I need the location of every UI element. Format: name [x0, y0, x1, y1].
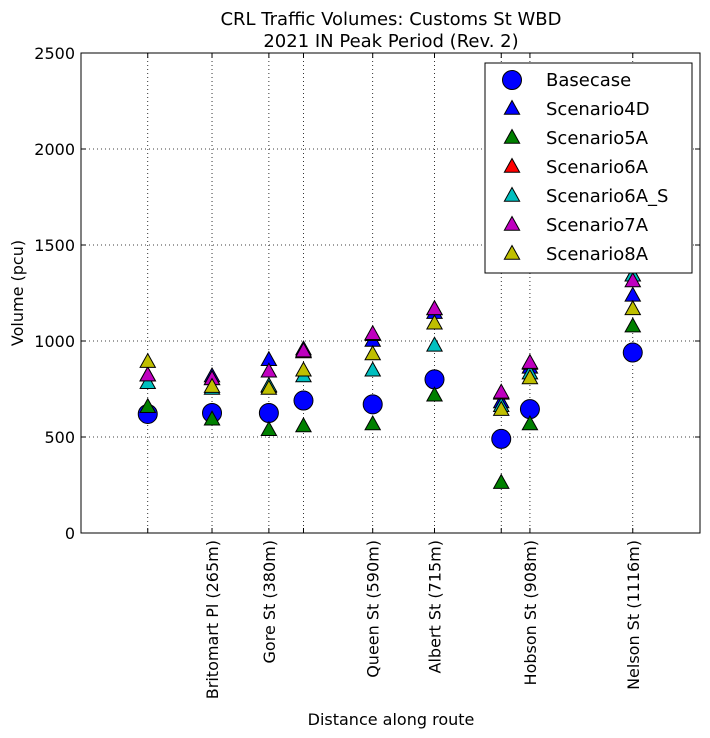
x-tick-label: Britomart Pl (265m): [203, 540, 222, 699]
legend-marker-scenario8a: [503, 244, 521, 260]
point-scenario8a: [203, 377, 221, 393]
y-tick-label: 1500: [34, 236, 75, 255]
point-scenario7a: [364, 324, 382, 341]
point-scenario6a_s: [139, 373, 157, 390]
point-scenario5a: [260, 420, 278, 437]
point-scenario7a: [260, 362, 278, 378]
point-scenario7a: [294, 342, 312, 358]
data-points: [137, 266, 643, 489]
y-axis-ticks: 0 500 1000 1500 2000 2500: [34, 44, 700, 543]
chart-title-line1: CRL Traffic Volumes: Customs St WBD: [220, 9, 561, 30]
point-scenario7a: [139, 366, 157, 382]
x-tick-label: Hobson St (908m): [521, 540, 540, 685]
legend-box: [484, 62, 693, 274]
x-tick-label: Nelson St (1116m): [624, 540, 643, 690]
legend: Basecase Scenario4D Scenario5A Scenario6A Sc…: [484, 62, 693, 274]
y-tick-label: 0: [65, 524, 75, 543]
point-scenario8a: [624, 299, 642, 316]
point-scenario7a: [624, 271, 642, 288]
point-scenario6a_s: [364, 361, 382, 377]
y-axis-label: Volume (pcu): [8, 240, 27, 346]
legend-marker-scenario7a: [503, 215, 521, 231]
x-tick-label: Queen St (590m): [364, 540, 383, 678]
legend-label-scenario4d: Scenario4D: [546, 99, 650, 120]
point-scenario5a: [521, 414, 539, 431]
point-scenario8a: [492, 400, 510, 416]
legend-marker-scenario6a: [503, 157, 521, 173]
y-tick-label: 500: [44, 428, 75, 447]
point-basecase: [622, 342, 643, 363]
point-scenario4d: [624, 286, 642, 302]
x-tick-label: Gore St (380m): [260, 540, 279, 663]
legend-label-scenario5a: Scenario5A: [546, 128, 649, 149]
x-axis-label: Distance along route: [308, 710, 475, 729]
point-scenario5a: [364, 414, 382, 431]
point-basecase: [491, 428, 512, 449]
point-basecase: [258, 403, 279, 423]
legend-marker-scenario5a: [503, 128, 521, 144]
point-scenario8a: [426, 314, 444, 330]
point-basecase: [362, 394, 383, 415]
legend-label-basecase: Basecase: [546, 70, 631, 91]
point-scenario7a: [521, 353, 539, 369]
point-scenario8a: [521, 368, 539, 385]
y-tick-label: 1000: [34, 332, 75, 351]
x-axis-ticks: Britomart Pl (265m) Gore St (380m) Queen S…: [147, 53, 643, 699]
legend-label-scenario8a: Scenario8A: [546, 244, 649, 265]
point-basecase: [293, 390, 314, 411]
point-scenario5a: [492, 473, 510, 489]
point-scenario8a: [260, 379, 278, 395]
plot-area-frame: [80, 52, 701, 534]
point-scenario5a: [294, 416, 312, 433]
legend-label-scenario6a_s: Scenario6A_S: [546, 186, 668, 207]
y-tick-label: 2500: [34, 44, 75, 63]
point-scenario5a: [624, 317, 642, 333]
legend-marker-basecase: [502, 70, 522, 90]
point-scenario5a: [139, 397, 157, 414]
point-scenario8a: [294, 361, 312, 377]
legend-label-scenario6a: Scenario6A: [546, 157, 649, 178]
point-scenario7a: [492, 383, 510, 399]
legend-marker-scenario6a_s: [503, 186, 521, 202]
point-scenario5a: [426, 386, 444, 402]
legend-marker-scenario4d: [503, 99, 521, 115]
y-tick-label: 2000: [34, 140, 75, 159]
point-scenario8a: [364, 344, 382, 361]
x-tick-label: Albert St (715m): [426, 540, 445, 673]
legend-label-scenario7a: Scenario7A: [546, 215, 649, 236]
point-basecase: [424, 369, 445, 390]
point-scenario8a: [139, 352, 157, 368]
point-scenario6a_s: [426, 336, 444, 352]
chart-title-line2: 2021 IN Peak Period (Rev. 2): [263, 31, 518, 52]
point-scenario7a: [426, 299, 444, 316]
point-scenario5a: [203, 410, 221, 426]
